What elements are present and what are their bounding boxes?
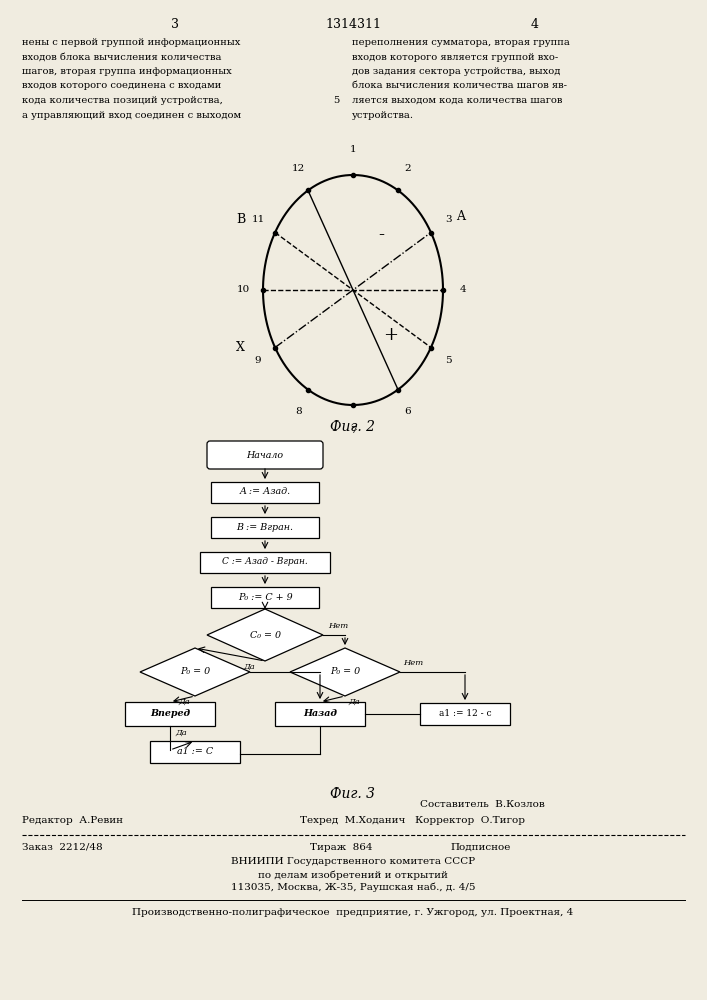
Text: Нет: Нет	[403, 659, 423, 667]
Text: Производственно-полиграфическое  предприятие, г. Ужгород, ул. Проектная, 4: Производственно-полиграфическое предприя…	[132, 908, 573, 917]
Text: Подписное: Подписное	[450, 843, 510, 852]
Text: Фиг. 2: Фиг. 2	[330, 420, 375, 434]
Text: -: -	[378, 226, 384, 244]
Text: P₀ = 0: P₀ = 0	[180, 668, 210, 676]
Text: 1314311: 1314311	[325, 18, 381, 31]
Text: Да: Да	[348, 698, 360, 706]
Text: Редактор  А.Ревин: Редактор А.Ревин	[22, 816, 123, 825]
Text: Заказ  2212/48: Заказ 2212/48	[22, 843, 103, 852]
Text: 6: 6	[404, 407, 411, 416]
Text: Да: Да	[243, 663, 255, 671]
Text: P₀ := C + 9: P₀ := C + 9	[238, 592, 292, 601]
Text: +: +	[383, 326, 399, 344]
Text: a1 := 12 - c: a1 := 12 - c	[438, 710, 491, 718]
Text: дов задания сектора устройства, выход: дов задания сектора устройства, выход	[352, 67, 561, 76]
Text: по делам изобретений и открытий: по делам изобретений и открытий	[258, 870, 448, 880]
Text: ВНИИПИ Государственного комитета СССР: ВНИИПИ Государственного комитета СССР	[231, 857, 475, 866]
Text: A: A	[456, 210, 465, 223]
Text: Начало: Начало	[247, 450, 284, 460]
Text: 2: 2	[404, 164, 411, 173]
Text: кода количества позиций устройства,: кода количества позиций устройства,	[22, 96, 223, 105]
Text: Фиг. 3: Фиг. 3	[330, 787, 375, 801]
Text: 12: 12	[291, 164, 305, 173]
Text: C := Азад - Bгран.: C := Азад - Bгран.	[222, 558, 308, 566]
Text: нены с первой группой информационных: нены с первой группой информационных	[22, 38, 240, 47]
Text: Тираж  864: Тираж 864	[310, 843, 373, 852]
Polygon shape	[140, 648, 250, 696]
Bar	[211, 516, 319, 538]
Text: Назад: Назад	[303, 710, 337, 718]
Text: блока вычисления количества шагов яв-: блока вычисления количества шагов яв-	[352, 82, 567, 91]
Text: 3: 3	[171, 18, 179, 31]
Text: 4: 4	[460, 286, 466, 294]
Text: 113035, Москва, Ж-35, Раушская наб., д. 4/5: 113035, Москва, Ж-35, Раушская наб., д. …	[230, 883, 475, 892]
Text: шагов, вторая группа информационных: шагов, вторая группа информационных	[22, 67, 232, 76]
Bar	[211, 586, 319, 607]
Polygon shape	[290, 648, 400, 696]
Text: 3: 3	[445, 215, 451, 224]
Text: 1: 1	[350, 145, 356, 154]
Bar	[200, 552, 330, 572]
Text: переполнения сумматора, вторая группа: переполнения сумматора, вторая группа	[352, 38, 570, 47]
Text: устройства.: устройства.	[352, 110, 414, 119]
Text: 8: 8	[295, 407, 301, 416]
Text: C₀ = 0: C₀ = 0	[250, 631, 281, 640]
Text: a1 := C: a1 := C	[177, 748, 213, 756]
Text: A := Азад.: A := Азад.	[240, 488, 291, 496]
FancyBboxPatch shape	[207, 441, 323, 469]
Polygon shape	[207, 609, 323, 661]
Bar	[211, 482, 319, 502]
Text: Техред  М.Ходанич   Корректор  О.Тигор: Техред М.Ходанич Корректор О.Тигор	[300, 816, 525, 825]
Text: 10: 10	[237, 286, 250, 294]
Text: X: X	[236, 341, 245, 354]
Bar	[275, 702, 365, 726]
Bar	[420, 703, 510, 725]
Text: Да: Да	[175, 729, 187, 737]
Text: 9: 9	[255, 356, 261, 365]
Bar	[125, 702, 215, 726]
Text: Составитель  В.Козлов: Составитель В.Козлов	[420, 800, 545, 809]
Text: Вперед: Вперед	[150, 710, 190, 718]
Text: 7: 7	[350, 426, 356, 435]
Text: 11: 11	[251, 215, 264, 224]
Text: P₀ = 0: P₀ = 0	[330, 668, 360, 676]
Text: 5: 5	[333, 96, 339, 105]
Text: ляется выходом кода количества шагов: ляется выходом кода количества шагов	[352, 96, 562, 105]
Text: входов которого является группой вхо-: входов которого является группой вхо-	[352, 52, 559, 62]
Text: B: B	[236, 213, 245, 226]
Bar	[150, 741, 240, 763]
Text: 4: 4	[531, 18, 539, 31]
Text: а управляющий вход соединен с выходом: а управляющий вход соединен с выходом	[22, 110, 241, 119]
Text: Да: Да	[178, 698, 190, 706]
Text: входов блока вычисления количества: входов блока вычисления количества	[22, 52, 221, 62]
Text: Нет: Нет	[328, 622, 349, 630]
Text: B := Bгран.: B := Bгран.	[237, 522, 293, 532]
Text: входов которого соединена с входами: входов которого соединена с входами	[22, 82, 221, 91]
Text: 5: 5	[445, 356, 451, 365]
